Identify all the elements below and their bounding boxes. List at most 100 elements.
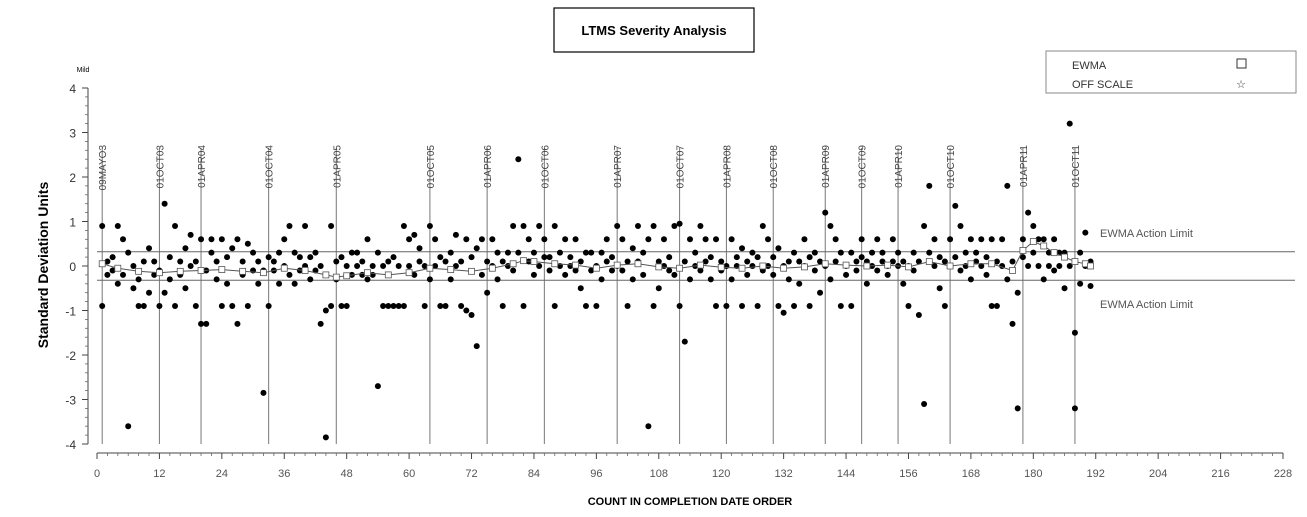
y-axis-label: Standard Deviation Units <box>35 182 51 349</box>
data-point <box>281 236 288 243</box>
data-point <box>463 307 470 314</box>
data-point <box>1066 120 1073 127</box>
ewma-point <box>801 263 808 271</box>
data-point <box>832 258 839 265</box>
date-marker-label: 01OCT09 <box>858 145 869 189</box>
data-point <box>702 236 709 243</box>
data-point <box>858 254 865 261</box>
legend-label-ewma: EWMA <box>1072 60 1107 72</box>
data-point <box>869 249 876 256</box>
data-point <box>338 303 345 310</box>
data-point <box>713 236 720 243</box>
data-point <box>645 423 652 430</box>
data-point <box>166 276 173 283</box>
ewma-point <box>1029 238 1037 245</box>
data-point <box>723 303 730 310</box>
data-point <box>858 236 865 243</box>
data-point <box>593 303 600 310</box>
data-point <box>244 240 251 247</box>
data-point <box>213 276 220 283</box>
data-point <box>744 258 751 265</box>
data-point <box>432 236 439 243</box>
data-point <box>895 249 902 256</box>
data-point <box>603 258 610 265</box>
data-point <box>229 245 236 252</box>
data-point <box>156 303 163 310</box>
data-point <box>442 303 449 310</box>
data-point <box>915 258 922 265</box>
x-tick-label: 168 <box>962 468 980 480</box>
data-point <box>551 222 558 229</box>
date-marker-label: 01OCT11 <box>1071 145 1082 188</box>
data-point <box>421 303 428 310</box>
data-point <box>889 258 896 265</box>
data-point <box>1051 267 1058 274</box>
data-point <box>224 254 231 261</box>
data-point <box>494 249 501 256</box>
data-point <box>130 263 137 269</box>
data-point <box>582 249 589 256</box>
ewma-point <box>280 264 288 272</box>
data-point <box>754 303 761 310</box>
data-point <box>551 303 558 310</box>
data-point <box>608 267 615 274</box>
data-point <box>1019 254 1026 261</box>
date-marker-label: 01APR11 <box>1019 145 1030 188</box>
data-point <box>478 271 485 278</box>
data-point <box>260 389 267 396</box>
data-point <box>458 303 465 310</box>
data-point <box>140 258 147 265</box>
ewma-point <box>218 266 226 273</box>
data-point <box>588 249 595 256</box>
x-tick-label: 12 <box>153 468 165 480</box>
date-marker-label: 01OCT07 <box>676 145 687 189</box>
data-point <box>426 222 433 229</box>
data-point <box>390 254 397 261</box>
data-point <box>879 258 886 265</box>
data-point <box>187 263 194 269</box>
y-tick-label: 0 <box>69 260 76 274</box>
ewma-point <box>1061 253 1068 261</box>
data-point <box>827 276 834 283</box>
data-point <box>213 258 220 265</box>
data-point <box>208 236 215 243</box>
data-point <box>640 249 647 256</box>
data-point <box>697 222 704 229</box>
ewma-point <box>197 267 205 274</box>
ewma-point <box>717 263 725 271</box>
data-point <box>343 263 350 269</box>
data-point <box>270 258 277 265</box>
ewma-line <box>98 238 1094 281</box>
action-limit-label: EWMA Action Limit <box>1100 299 1193 311</box>
data-point <box>770 271 777 278</box>
data-point <box>510 222 517 229</box>
title-box <box>553 7 755 53</box>
data-point <box>182 245 189 252</box>
data-point <box>676 220 683 227</box>
y-top-label: Mild <box>77 67 90 74</box>
data-point <box>473 245 480 252</box>
ewma-point <box>156 269 163 277</box>
data-point <box>947 236 954 243</box>
legend-box <box>1045 50 1297 94</box>
data-point <box>1025 209 1032 216</box>
data-point <box>192 303 199 310</box>
data-point <box>796 280 803 287</box>
data-point <box>135 303 142 310</box>
data-point <box>822 209 829 216</box>
data-point <box>931 236 938 243</box>
data-point <box>380 303 387 310</box>
y-tick-label: -2 <box>65 349 76 363</box>
date-markers: 09MAYO3 01OCT03 01APR04 01OCT04 01APR05 01OCT… <box>98 145 1082 444</box>
data-point <box>468 311 475 318</box>
data-point <box>380 263 387 269</box>
date-marker-label: 01OCT08 <box>769 145 780 189</box>
data-point <box>572 236 579 243</box>
data-point <box>208 249 215 256</box>
date-marker-label: 01OCT04 <box>265 145 276 189</box>
data-point <box>99 303 106 310</box>
y-tick-label: -1 <box>65 305 76 319</box>
data-point <box>541 236 548 243</box>
data-point <box>811 267 818 274</box>
data-point <box>588 267 595 274</box>
